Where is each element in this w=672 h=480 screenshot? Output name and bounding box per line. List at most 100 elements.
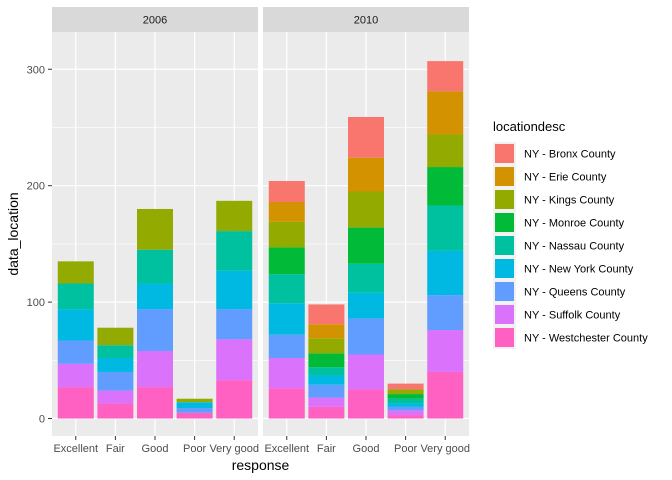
bar-segment	[348, 191, 384, 228]
bar-segment	[427, 205, 464, 251]
bar-segment	[268, 303, 305, 335]
bar-segment	[268, 388, 305, 419]
bar-segment	[97, 327, 134, 346]
bar-segment	[427, 250, 464, 296]
facet-panel-2006: 2006	[52, 7, 258, 436]
bar-segment	[137, 309, 173, 352]
bar-segment	[387, 406, 424, 411]
bar-segment	[216, 309, 253, 340]
bar-segment	[387, 410, 424, 416]
bar-segment	[57, 387, 94, 419]
bar-segment	[348, 116, 384, 158]
x-tick-label: Poor	[183, 443, 207, 455]
bar-segment	[308, 367, 345, 376]
bar-segment	[308, 304, 345, 325]
bar-segment	[137, 249, 173, 284]
bar-segment	[387, 415, 424, 419]
bar-segment	[97, 403, 134, 419]
legend-swatch	[495, 328, 514, 347]
bar-segment	[97, 390, 134, 404]
bar-segment	[348, 354, 384, 390]
y-tick-label: 200	[27, 181, 45, 193]
bar-segment	[427, 167, 464, 206]
legend-title: locationdesc	[493, 119, 566, 134]
bar-segment	[216, 231, 253, 271]
legend-swatch	[495, 167, 514, 186]
legend-label: NY - New York County	[524, 264, 634, 276]
bar-segment	[137, 283, 173, 310]
legend-swatch	[495, 144, 514, 163]
legend-swatch	[495, 259, 514, 278]
bar-segment	[268, 357, 305, 389]
x-tick-label: Excellent	[264, 443, 309, 455]
facet-strip-label: 2006	[143, 15, 167, 27]
x-tick-label: Very good	[209, 443, 259, 455]
legend-swatch	[495, 190, 514, 209]
bar-segment	[268, 334, 305, 358]
bar-segment	[216, 380, 253, 419]
bar-segment	[57, 309, 94, 341]
facet-panels: 2006 2010	[52, 7, 469, 436]
bar-segment	[57, 340, 94, 364]
bar-segment	[97, 371, 134, 391]
x-axis: Excellent Fair Good Poor Very good Excellent F…	[53, 436, 470, 455]
bar-segment	[308, 384, 345, 398]
bar-segment	[176, 398, 213, 403]
facet-strip	[263, 7, 469, 32]
bar-segment	[427, 61, 464, 92]
bar-segment	[176, 402, 213, 409]
bar-segment	[308, 324, 345, 339]
bar-segment	[348, 389, 384, 419]
x-tick-label: Fair	[317, 443, 336, 455]
legend-label: NY - Erie County	[524, 172, 607, 184]
bar-segment	[348, 157, 384, 192]
bar-segment	[348, 318, 384, 355]
y-axis: 0 100 200 300	[27, 64, 52, 426]
legend-swatch	[495, 236, 514, 255]
x-tick-label: Good	[353, 443, 380, 455]
bar-segment	[137, 387, 173, 419]
bar-segment	[387, 398, 424, 404]
legend-label: NY - Queens County	[524, 287, 626, 299]
bar-segment	[348, 263, 384, 293]
legend-label: NY - Westchester County	[524, 333, 648, 345]
y-tick-label: 100	[27, 297, 45, 309]
bar-segment	[387, 389, 424, 395]
bar-segment	[216, 200, 253, 232]
x-tick-label: Very good	[420, 443, 470, 455]
bar-segment	[268, 221, 305, 248]
bar-segment	[427, 371, 464, 419]
bar-segment	[216, 339, 253, 381]
bar-segment	[387, 394, 424, 399]
bar-segment	[427, 91, 464, 135]
bar-segment	[308, 406, 345, 419]
legend-swatch	[495, 305, 514, 324]
bar-segment	[348, 227, 384, 264]
bar-segment	[57, 283, 94, 310]
legend-swatch	[495, 282, 514, 301]
x-axis-title: response	[232, 457, 290, 473]
bar-segment	[97, 357, 134, 372]
bar-segment	[268, 181, 305, 202]
bar-segment	[137, 208, 173, 250]
legend-label: NY - Suffolk County	[524, 310, 621, 322]
bar-segment	[216, 270, 253, 310]
bar-segment	[176, 412, 213, 419]
bar-segment	[308, 353, 345, 368]
bar-segment	[176, 408, 213, 413]
y-tick-label: 0	[39, 414, 45, 426]
x-tick-label: Fair	[106, 443, 125, 455]
facet-strip	[52, 7, 258, 32]
legend-label: NY - Bronx County	[524, 149, 616, 161]
legend: locationdesc NY - Bronx County NY - Erie …	[493, 119, 648, 349]
facet-panel-2010: 2010	[263, 7, 469, 436]
bar-segment	[387, 403, 424, 407]
x-tick-label: Excellent	[53, 443, 98, 455]
bar-segment	[268, 247, 305, 275]
y-tick-label: 300	[27, 64, 45, 76]
bar-segment	[348, 292, 384, 319]
bar-segment	[268, 201, 305, 222]
facet-strip-label: 2010	[354, 15, 378, 27]
bar-segment	[308, 338, 345, 354]
